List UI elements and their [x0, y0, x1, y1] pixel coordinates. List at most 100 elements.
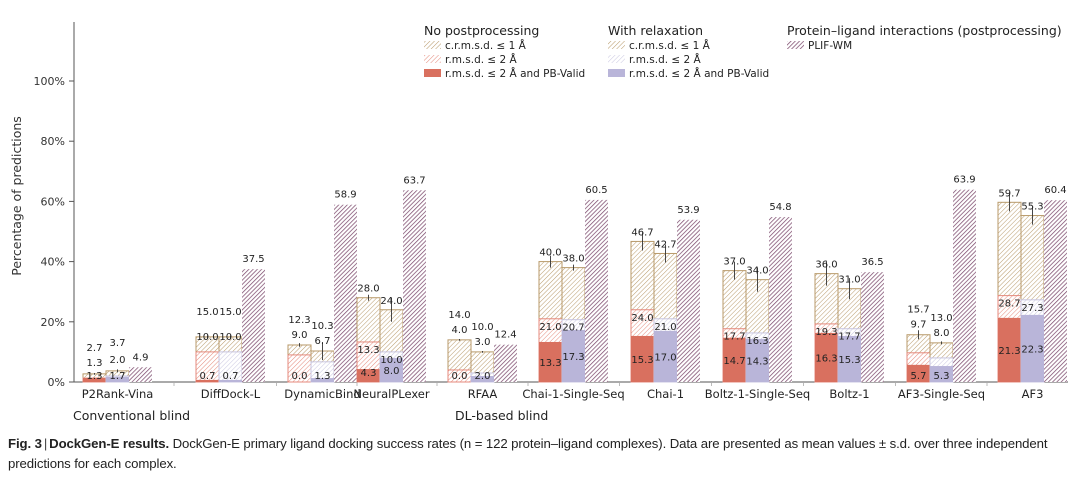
bar-plif-wm [769, 217, 792, 382]
legend-item-label: r.m.s.d. ≤ 2 Å and PB-Valid [629, 67, 769, 80]
bar-plif-wm [242, 269, 265, 382]
label-np-rmsd: 28.7 [998, 299, 1020, 310]
label-plif-wm: 58.9 [334, 190, 356, 201]
bar-np-pbvalid [83, 378, 106, 382]
legend-item-label: PLIF-WM [808, 40, 852, 52]
legend-swatch [608, 69, 625, 77]
label-np-rmsd: 13.3 [357, 345, 379, 356]
label-np-rmsd: 9.7 [911, 320, 927, 331]
label-np-rmsd: 17.7 [723, 332, 745, 343]
label-wr-rmsd: 6.7 [315, 336, 331, 347]
label-wr-crmsd: 10.3 [311, 321, 333, 332]
label-np-pbvalid: 14.7 [723, 356, 745, 367]
label-np-pbvalid: 15.3 [631, 355, 653, 366]
y-tick-label: 100% [34, 75, 65, 88]
label-plif-wm: 12.4 [494, 330, 516, 341]
label-wr-crmsd: 42.7 [654, 239, 676, 250]
label-wr-rmsd: 10.0 [380, 355, 402, 366]
category-label: Boltz-1-Single-Seq [705, 387, 810, 401]
bar-wr-pbvalid [746, 338, 769, 382]
y-tick-label: 60% [41, 195, 65, 208]
label-wr-crmsd: 24.0 [380, 296, 402, 307]
y-tick-label: 80% [41, 135, 65, 148]
label-np-pbvalid: 13.3 [539, 358, 561, 369]
label-wr-crmsd: 34.0 [746, 266, 768, 277]
label-plif-wm: 63.7 [403, 175, 425, 186]
y-axis-label: Percentage of predictions [9, 116, 24, 276]
bar-plif-wm [403, 190, 426, 382]
legend-group-title: With relaxation [608, 23, 703, 38]
legend-item-label: r.m.s.d. ≤ 2 Å [445, 53, 518, 66]
category-label: NeuralPLexer [353, 387, 429, 401]
label-np-crmsd: 36.0 [815, 260, 837, 271]
label-wr-pbvalid: 2.0 [475, 371, 491, 382]
label-np-pbvalid: 0.0 [452, 371, 468, 382]
bar-plif-wm [129, 367, 152, 382]
label-plif-wm: 54.8 [769, 202, 791, 213]
label-np-crmsd: 40.0 [539, 248, 561, 259]
category-label: AF3-Single-Seq [898, 387, 985, 401]
label-np-pbvalid: 0.0 [292, 371, 308, 382]
category-label: Chai-1-Single-Seq [522, 387, 624, 401]
label-wr-rmsd: 20.7 [562, 323, 584, 334]
bar-np-pbvalid [723, 337, 746, 382]
label-wr-rmsd: 17.7 [838, 332, 860, 343]
bar-wr-pbvalid [654, 330, 677, 382]
caption-fig-label: Fig. 3 [8, 436, 42, 451]
label-wr-pbvalid: 14.3 [746, 356, 768, 367]
label-wr-crmsd: 13.0 [930, 313, 952, 324]
label-np-rmsd: 19.3 [815, 327, 837, 338]
bar-np-pbvalid [539, 341, 562, 382]
category-label: DynamicBind [284, 387, 360, 401]
bar-wr-pbvalid [106, 376, 129, 382]
legend-swatch [424, 55, 441, 63]
label-np-rmsd: 4.0 [452, 325, 468, 336]
label-wr-crmsd: 38.0 [562, 254, 584, 265]
legend-group-title: Protein–ligand interactions (postprocess… [787, 23, 1062, 38]
category-label: P2Rank-Vina [82, 387, 154, 401]
bar-wr-pbvalid [838, 335, 861, 382]
label-np-pbvalid: 5.7 [911, 371, 927, 382]
label-wr-pbvalid: 1.3 [315, 371, 331, 382]
legend-item-label: r.m.s.d. ≤ 2 Å and PB-Valid [445, 67, 585, 80]
category-label: DiffDock-L [201, 387, 261, 401]
label-np-crmsd: 2.7 [87, 343, 103, 354]
label-np-crmsd: 28.0 [357, 284, 379, 295]
label-wr-pbvalid: 17.3 [562, 352, 584, 363]
category-label: AF3 [1022, 387, 1044, 401]
label-np-crmsd: 37.0 [723, 257, 745, 268]
label-wr-crmsd: 15.0 [219, 307, 241, 318]
label-wr-pbvalid: 8.0 [384, 366, 400, 377]
label-plif-wm: 4.9 [133, 352, 149, 363]
category-label: Chai-1 [647, 387, 684, 401]
bar-plif-wm [334, 204, 357, 382]
bar-np-pbvalid [357, 369, 380, 382]
caption-title: DockGen-E results. [49, 436, 170, 451]
bar-wr-pbvalid [380, 357, 403, 382]
label-wr-pbvalid: 22.3 [1021, 344, 1043, 355]
bar-wr-pbvalid [311, 378, 334, 382]
legend-item-label: c.r.m.s.d. ≤ 1 Å [629, 39, 711, 52]
category-label: Boltz-1 [829, 387, 869, 401]
bar-wr-pbvalid [1021, 314, 1044, 382]
bar-plif-wm [1044, 200, 1067, 382]
label-np-rmsd: 21.0 [539, 322, 561, 333]
bar-plif-wm [585, 199, 608, 382]
label-np-pbvalid: 4.3 [361, 368, 377, 379]
bar-plif-wm [494, 344, 517, 382]
label-np-pbvalid: 16.3 [815, 353, 837, 364]
y-tick-label: 40% [41, 256, 65, 269]
label-wr-pbvalid: 1.7 [110, 371, 126, 382]
label-plif-wm: 37.5 [242, 254, 264, 265]
label-wr-rmsd: 2.0 [110, 355, 126, 366]
label-plif-wm: 60.4 [1044, 185, 1066, 196]
value-labels: 2.7 1.3 3.7 2.0 1.3 1.7 4.9 P2Rank-Vina 15.0 10.0… [73, 175, 1067, 423]
caption-separator: | [43, 436, 48, 451]
bar-np-pbvalid [196, 379, 219, 382]
label-wr-rmsd: 21.0 [654, 322, 676, 333]
label-wr-pbvalid: 5.3 [934, 371, 950, 382]
label-wr-rmsd: 8.0 [934, 328, 950, 339]
label-np-crmsd: 46.7 [631, 227, 653, 238]
legend-swatch [424, 69, 441, 77]
